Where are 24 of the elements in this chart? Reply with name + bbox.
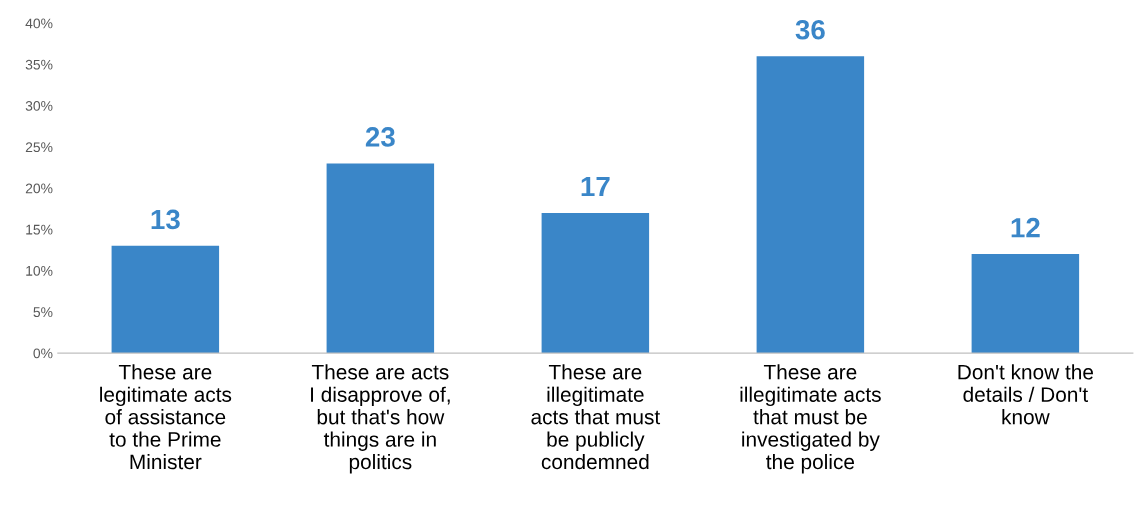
x-tick-label: These are acts I disapprove of, but that's how things are in politics — [311, 364, 450, 474]
bar — [756, 56, 865, 354]
y-tick-label: 5% — [33, 307, 53, 318]
x-tick-label: These are legitimate acts of assistance to the Prime Minister — [100, 364, 232, 470]
y-tick-label: 0% — [33, 348, 53, 359]
x-tick-label: These are illegitimate acts that must be publicly condemned — [531, 364, 661, 470]
y-tick-label: 30% — [25, 101, 53, 111]
y-tick-label: 40% — [25, 18, 53, 29]
x-tick-label: Don't know the details / Don't know — [958, 364, 1094, 425]
y-tick-label: 15% — [26, 224, 53, 235]
data-label: 12 — [1011, 217, 1040, 238]
data-label: 36 — [795, 19, 825, 40]
x-tick-label: These are illegitimate acts that must be investigated by the police — [740, 364, 881, 474]
y-tick-label: 25% — [25, 142, 53, 153]
bar — [326, 163, 435, 354]
data-label: 17 — [581, 176, 610, 197]
data-label: 23 — [365, 127, 395, 147]
bar — [541, 212, 650, 354]
y-tick-label: 20% — [25, 183, 53, 194]
y-tick-label: 10% — [26, 265, 53, 276]
bar — [971, 254, 1080, 354]
y-tick-label: 35% — [25, 59, 53, 70]
bar — [111, 245, 220, 354]
data-label: 13 — [151, 209, 180, 230]
